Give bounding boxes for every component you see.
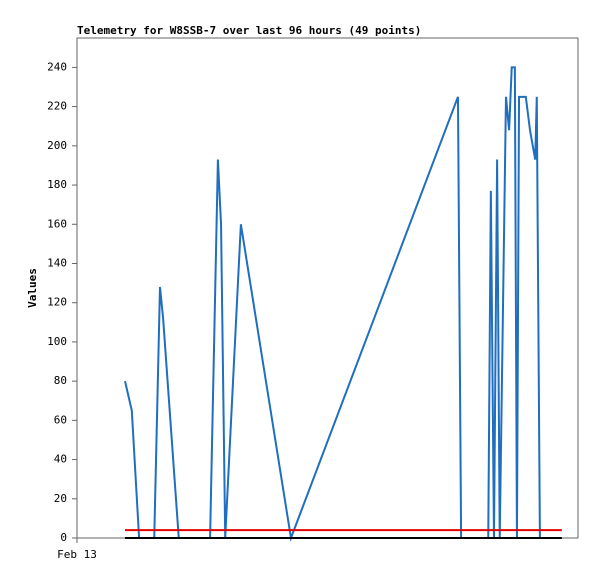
y-tick-label: 80 (54, 374, 67, 387)
series-line (124, 66, 541, 542)
y-tick-label: 200 (47, 139, 67, 152)
x-tick-label: Feb 13 (57, 548, 97, 561)
y-axis-label: Values (26, 268, 39, 308)
y-tick-label: 160 (47, 217, 67, 230)
y-tick-label: 100 (47, 335, 67, 348)
y-tick-label: 60 (54, 413, 67, 426)
y-tick-label: 240 (47, 60, 67, 73)
y-tick-label: 40 (54, 453, 67, 466)
y-tick-label: 140 (47, 256, 67, 269)
y-tick-label: 0 (60, 531, 67, 544)
y-tick-label: 20 (54, 492, 67, 505)
y-tick-label: 120 (47, 296, 67, 309)
y-tick-label: 180 (47, 178, 67, 191)
chart-title: Telemetry for W8SSB-7 over last 96 hours… (77, 24, 421, 37)
y-tick-label: 220 (47, 100, 67, 113)
